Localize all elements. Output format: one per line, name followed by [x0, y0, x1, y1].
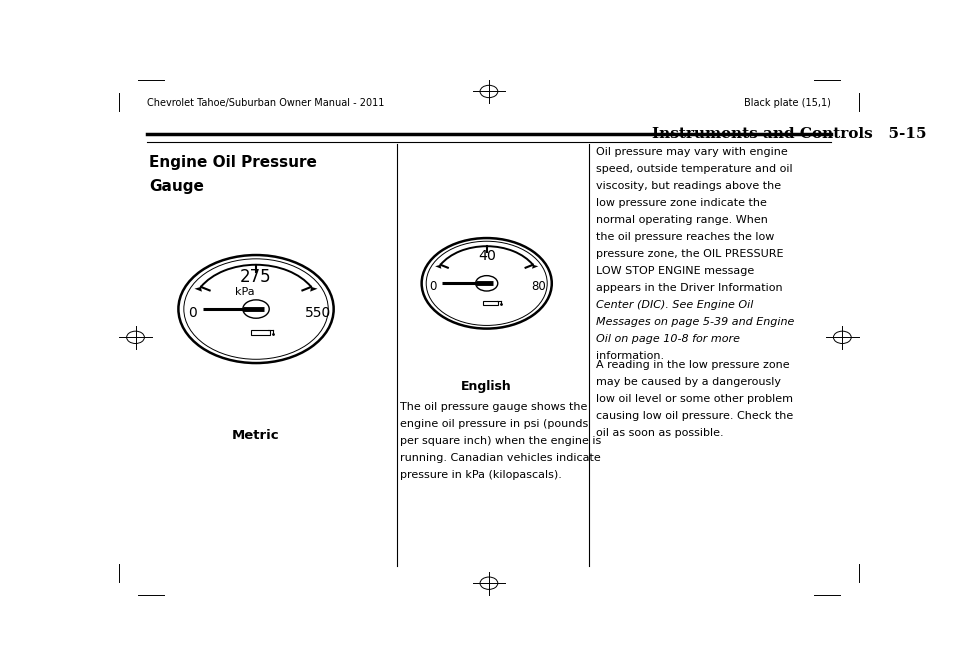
Text: The oil pressure gauge shows the: The oil pressure gauge shows the	[400, 401, 587, 411]
Text: the oil pressure reaches the low: the oil pressure reaches the low	[596, 232, 774, 242]
Text: Oil pressure may vary with engine: Oil pressure may vary with engine	[596, 147, 787, 157]
Bar	[251, 330, 270, 335]
Text: LOW STOP ENGINE message: LOW STOP ENGINE message	[596, 266, 754, 276]
Text: Gauge: Gauge	[149, 180, 204, 194]
Text: 0: 0	[429, 281, 436, 293]
Polygon shape	[435, 265, 441, 269]
Bar	[482, 301, 497, 305]
Polygon shape	[532, 265, 537, 269]
Text: 550: 550	[305, 307, 331, 321]
Text: viscosity, but readings above the: viscosity, but readings above the	[596, 181, 781, 191]
Text: Oil on page 10-8 for more: Oil on page 10-8 for more	[596, 334, 740, 344]
Text: low pressure zone indicate the: low pressure zone indicate the	[596, 198, 766, 208]
Text: Metric: Metric	[232, 429, 279, 442]
Text: 80: 80	[531, 281, 545, 293]
Text: English: English	[461, 379, 512, 393]
Text: pressure in kPa (kilopascals).: pressure in kPa (kilopascals).	[400, 470, 561, 480]
Text: A reading in the low pressure zone: A reading in the low pressure zone	[596, 361, 789, 371]
Text: Instruments and Controls   5-15: Instruments and Controls 5-15	[651, 127, 925, 141]
Text: Engine Oil Pressure: Engine Oil Pressure	[149, 155, 316, 170]
Text: appears in the Driver Information: appears in the Driver Information	[596, 283, 781, 293]
Text: kPa: kPa	[234, 287, 253, 297]
Text: 275: 275	[240, 268, 272, 286]
Text: oil as soon as possible.: oil as soon as possible.	[596, 428, 723, 438]
Text: Black plate (15,1): Black plate (15,1)	[742, 98, 830, 108]
Text: Chevrolet Tahoe/Suburban Owner Manual - 2011: Chevrolet Tahoe/Suburban Owner Manual - …	[147, 98, 384, 108]
Text: normal operating range. When: normal operating range. When	[596, 215, 767, 225]
Text: may be caused by a dangerously: may be caused by a dangerously	[596, 377, 781, 387]
Text: Center (DIC). See Engine Oil: Center (DIC). See Engine Oil	[596, 300, 753, 310]
Text: 0: 0	[188, 307, 196, 321]
Polygon shape	[194, 287, 202, 292]
Text: per square inch) when the engine is: per square inch) when the engine is	[400, 436, 600, 446]
Text: low oil level or some other problem: low oil level or some other problem	[596, 394, 792, 404]
Text: speed, outside temperature and oil: speed, outside temperature and oil	[596, 164, 792, 174]
Text: engine oil pressure in psi (pounds: engine oil pressure in psi (pounds	[400, 419, 588, 429]
Text: Messages on page 5-39 and Engine: Messages on page 5-39 and Engine	[596, 317, 794, 327]
Text: information.: information.	[596, 351, 663, 361]
Text: running. Canadian vehicles indicate: running. Canadian vehicles indicate	[400, 452, 600, 462]
Text: pressure zone, the OIL PRESSURE: pressure zone, the OIL PRESSURE	[596, 249, 782, 259]
Text: causing low oil pressure. Check the: causing low oil pressure. Check the	[596, 411, 793, 422]
Text: 40: 40	[477, 249, 496, 263]
Polygon shape	[310, 287, 317, 292]
